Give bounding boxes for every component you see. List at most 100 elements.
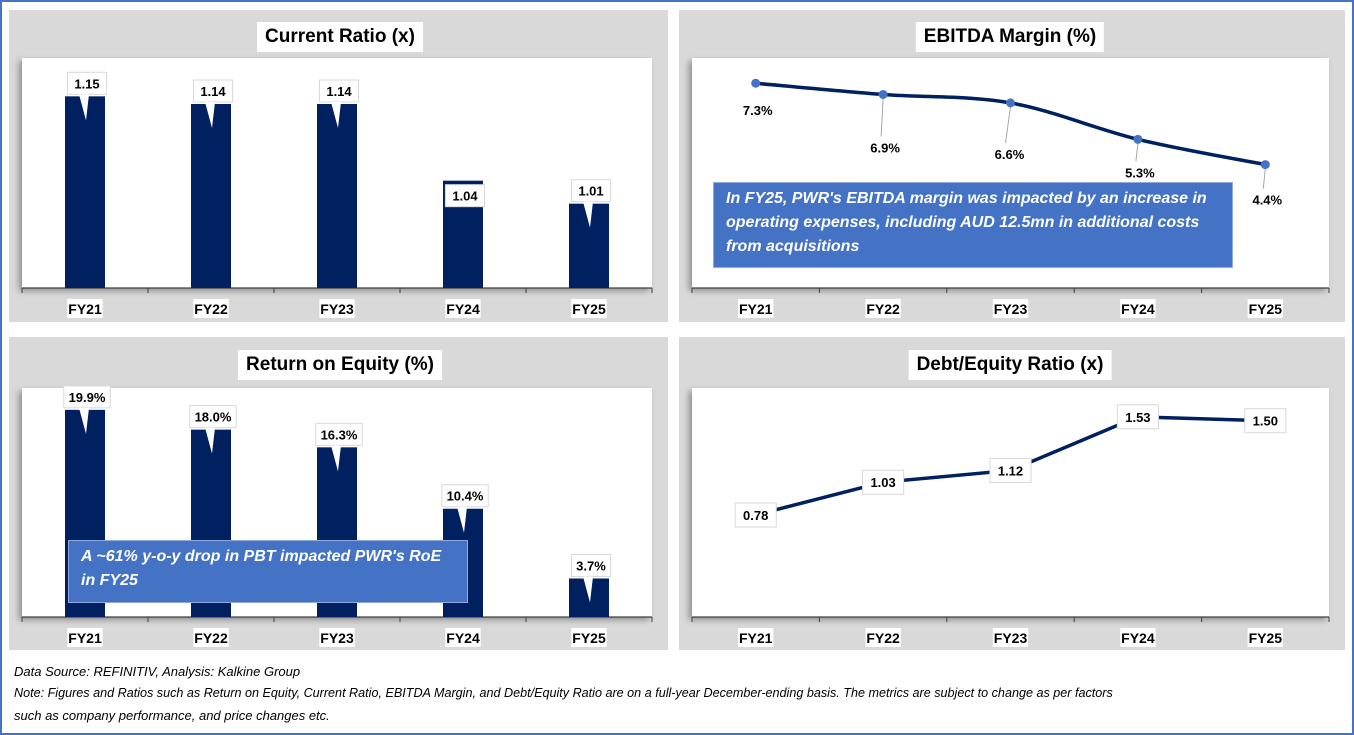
debt-equity-ratio-x-tick-label: FY22	[866, 630, 900, 646]
roe-chart: FY21 FY22 FY23 FY24 FY25 19.9% 18.0% 16.3% 10.4%…	[21, 385, 653, 647]
debt-equity-ratio-x-label-bg	[865, 628, 901, 647]
current-ratio-data-label: 1.15	[66, 71, 108, 121]
ebitda-margin-chart: FY21 FY22 FY23 FY24 FY25 7.3% 6.9% 6.6% 5.3% 4.4%	[691, 78, 1330, 318]
debt-equity-ratio-x-label-bg	[1247, 628, 1283, 647]
roe-annotation: A ~61% y-o-y drop in PBT impacted PWR's …	[68, 540, 468, 603]
roe-panel: Return on Equity (%) FY21 FY22 FY23 FY24 FY2…	[9, 337, 668, 650]
svg-text:0.78: 0.78	[743, 508, 768, 523]
return-on-equity-x-tick-label: FY21	[68, 630, 102, 646]
current-ratio-data-label: 1.04	[444, 184, 486, 208]
ebitda-margin-annotation: In FY25, PWR's EBITDA margin was impacte…	[713, 182, 1233, 268]
svg-text:1.14: 1.14	[326, 84, 352, 99]
ebitda-margin-data-label: 5.3%	[1125, 165, 1155, 180]
return-on-equity-data-label: 16.3%	[315, 422, 363, 472]
current-ratio-x-label-bg	[319, 299, 355, 318]
ebitda-margin-x-label-bg	[992, 299, 1029, 318]
debt-equity-ratio-x-label-bg	[1120, 628, 1156, 647]
ebitda-margin-x-label-bg	[738, 299, 774, 318]
ebitda-margin-marker	[751, 78, 761, 88]
return-on-equity-x-label-bg	[445, 628, 481, 647]
current-ratio-title: Current Ratio (x)	[257, 22, 423, 52]
note-text-line-2: such as company performance, and price c…	[14, 708, 330, 723]
debt-equity-panel: Debt/Equity Ratio (x) FY21 FY22 FY23 FY24 FY…	[679, 337, 1345, 650]
ebitda-margin-leader-line	[1005, 106, 1011, 143]
ebitda-margin-title: EBITDA Margin (%)	[915, 22, 1105, 52]
roe-title: Return on Equity (%)	[238, 350, 442, 380]
current-ratio-bar	[317, 104, 357, 288]
debt-equity-ratio-x-label-bg	[992, 628, 1029, 647]
svg-text:18.0%: 18.0%	[195, 410, 232, 425]
ebitda-margin-x-tick-label: FY23	[994, 301, 1028, 317]
svg-text:3.7%: 3.7%	[576, 558, 606, 573]
ebitda-margin-data-label: 6.9%	[870, 140, 900, 155]
svg-text:1.53: 1.53	[1125, 410, 1150, 425]
debt-equity-ratio-x-tick-label: FY23	[994, 630, 1028, 646]
svg-text:1.12: 1.12	[998, 463, 1023, 478]
ebitda-margin-x-label-bg	[1120, 299, 1156, 318]
ebitda-margin-marker	[1133, 134, 1143, 144]
ebitda-margin-leader-line	[880, 98, 884, 137]
current-ratio-x-tick-label: FY22	[194, 301, 228, 317]
svg-text:19.9%: 19.9%	[69, 390, 106, 405]
data-source-text: Data Source: REFINITIV, Analysis: Kalkin…	[14, 664, 301, 679]
svg-text:1.04: 1.04	[452, 189, 478, 204]
debt-equity-ratio-x-tick-label: FY21	[739, 630, 773, 646]
svg-text:1.50: 1.50	[1253, 414, 1278, 429]
debt-equity-ratio-data-label: 0.78	[734, 502, 777, 528]
return-on-equity-x-tick-label: FY23	[320, 630, 354, 646]
return-on-equity-x-tick-label: FY22	[194, 630, 228, 646]
debt-equity-chart: FY21 FY22 FY23 FY24 FY25 0.78 1.03 1.12 1.53 1.50	[691, 404, 1330, 647]
ebitda-margin-x-label-bg	[865, 299, 901, 318]
ebitda-margin-data-label: 4.4%	[1252, 193, 1282, 208]
current-ratio-data-label: 1.14	[318, 79, 360, 128]
debt-equity-ratio-x-label-bg	[738, 628, 774, 647]
ebitda-margin-x-tick-label: FY24	[1121, 301, 1155, 317]
ebitda-margin-marker	[1260, 160, 1270, 170]
return-on-equity-data-label: 18.0%	[189, 405, 237, 454]
return-on-equity-x-label-bg	[193, 628, 229, 647]
current-ratio-x-tick-label: FY21	[68, 301, 102, 317]
current-ratio-x-tick-label: FY23	[320, 301, 354, 317]
return-on-equity-x-tick-label: FY24	[446, 630, 480, 646]
current-ratio-x-tick-label: FY24	[446, 301, 480, 317]
debt-equity-ratio-data-label: 1.53	[1116, 404, 1159, 430]
ebitda-margin-marker	[1006, 98, 1015, 108]
debt-equity-ratio-x-tick-label: FY24	[1121, 630, 1155, 646]
current-ratio-data-label: 1.01	[570, 179, 612, 228]
ebitda-margin-data-label: 6.6%	[995, 147, 1025, 162]
return-on-equity-data-label: 10.4%	[441, 484, 489, 533]
current-ratio-chart: FY21 FY22 FY23 FY24 FY25 1.15 1.14 1.14 1.04 1.01	[21, 71, 653, 318]
debt-equity-ratio-x-tick-label: FY25	[1249, 630, 1283, 646]
ebitda-margin-x-tick-label: FY22	[866, 301, 900, 317]
current-ratio-x-tick-label: FY25	[572, 301, 606, 317]
debt-equity-ratio-data-label: 1.50	[1244, 408, 1287, 434]
debt-equity-ratio-data-label: 1.03	[862, 469, 905, 495]
ebitda-margin-panel: EBITDA Margin (%) FY21 FY22 FY23 FY24 FY25 7.…	[679, 10, 1345, 322]
ebitda-margin-marker	[878, 89, 888, 99]
ebitda-margin-x-tick-label: FY21	[739, 301, 773, 317]
svg-text:10.4%: 10.4%	[447, 489, 484, 504]
current-ratio-x-label-bg	[67, 299, 103, 318]
current-ratio-data-label: 1.14	[192, 79, 234, 128]
return-on-equity-x-label-bg	[319, 628, 355, 647]
return-on-equity-x-label-bg	[571, 628, 607, 647]
current-ratio-bar	[65, 96, 105, 288]
current-ratio-x-label-bg	[193, 299, 229, 318]
ebitda-margin-data-label: 7.3%	[743, 103, 773, 118]
svg-text:1.15: 1.15	[74, 76, 99, 91]
return-on-equity-data-label: 3.7%	[570, 553, 612, 603]
return-on-equity-x-tick-label: FY25	[572, 630, 606, 646]
svg-text:1.01: 1.01	[578, 184, 603, 199]
svg-text:16.3%: 16.3%	[321, 427, 358, 442]
debt-equity-ratio-data-label: 1.12	[989, 457, 1032, 483]
ebitda-margin-leader-line	[1135, 143, 1139, 162]
current-ratio-x-label-bg	[571, 299, 607, 318]
ebitda-margin-x-label-bg	[1247, 299, 1283, 318]
return-on-equity-data-label: 19.9%	[63, 385, 111, 434]
svg-text:1.14: 1.14	[200, 84, 226, 99]
return-on-equity-x-label-bg	[67, 628, 103, 647]
current-ratio-x-label-bg	[445, 299, 481, 318]
svg-text:1.03: 1.03	[870, 475, 895, 490]
current-ratio-panel: Current Ratio (x) FY21 FY22 FY23 FY24 FY25 1.…	[9, 10, 668, 322]
